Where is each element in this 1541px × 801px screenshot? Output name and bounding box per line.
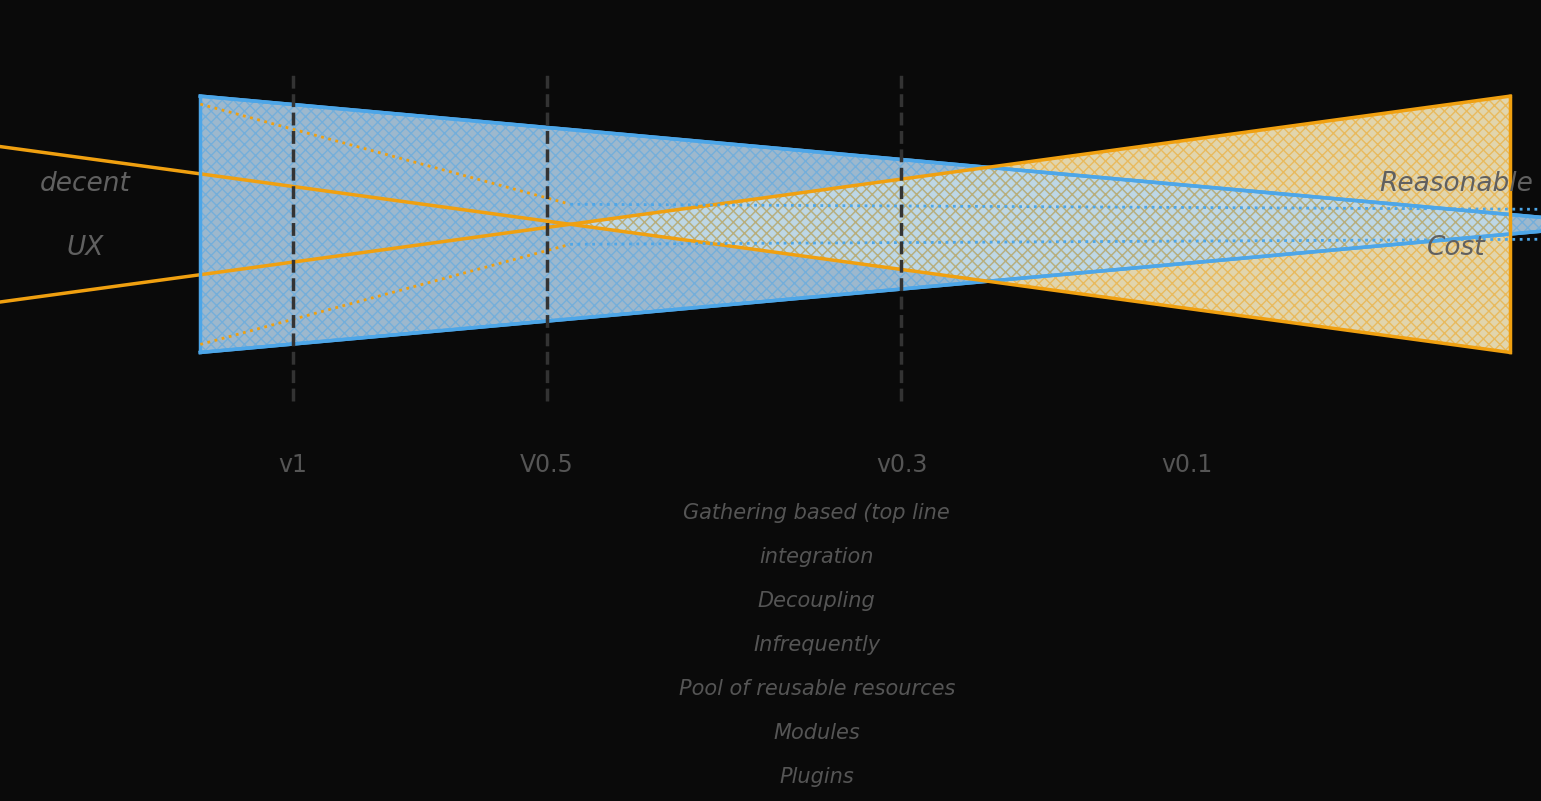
Text: Pool of reusable resources: Pool of reusable resources [678, 679, 955, 698]
Text: Cost: Cost [1427, 235, 1486, 261]
Text: v1: v1 [279, 453, 307, 477]
Text: integration: integration [760, 547, 874, 566]
Text: Reasonable: Reasonable [1379, 171, 1533, 197]
Text: Infrequently: Infrequently [754, 635, 880, 654]
Text: V0.5: V0.5 [521, 453, 573, 477]
Text: UX: UX [66, 235, 103, 261]
Text: Decoupling: Decoupling [758, 591, 875, 610]
Text: v0.3: v0.3 [875, 453, 928, 477]
Text: v0.1: v0.1 [1160, 453, 1213, 477]
Text: Gathering based (top line: Gathering based (top line [683, 503, 951, 522]
Polygon shape [200, 96, 1541, 352]
Text: Plugins: Plugins [780, 767, 854, 787]
Text: decent: decent [40, 171, 129, 197]
Polygon shape [570, 96, 1510, 352]
Text: Modules: Modules [774, 723, 860, 743]
